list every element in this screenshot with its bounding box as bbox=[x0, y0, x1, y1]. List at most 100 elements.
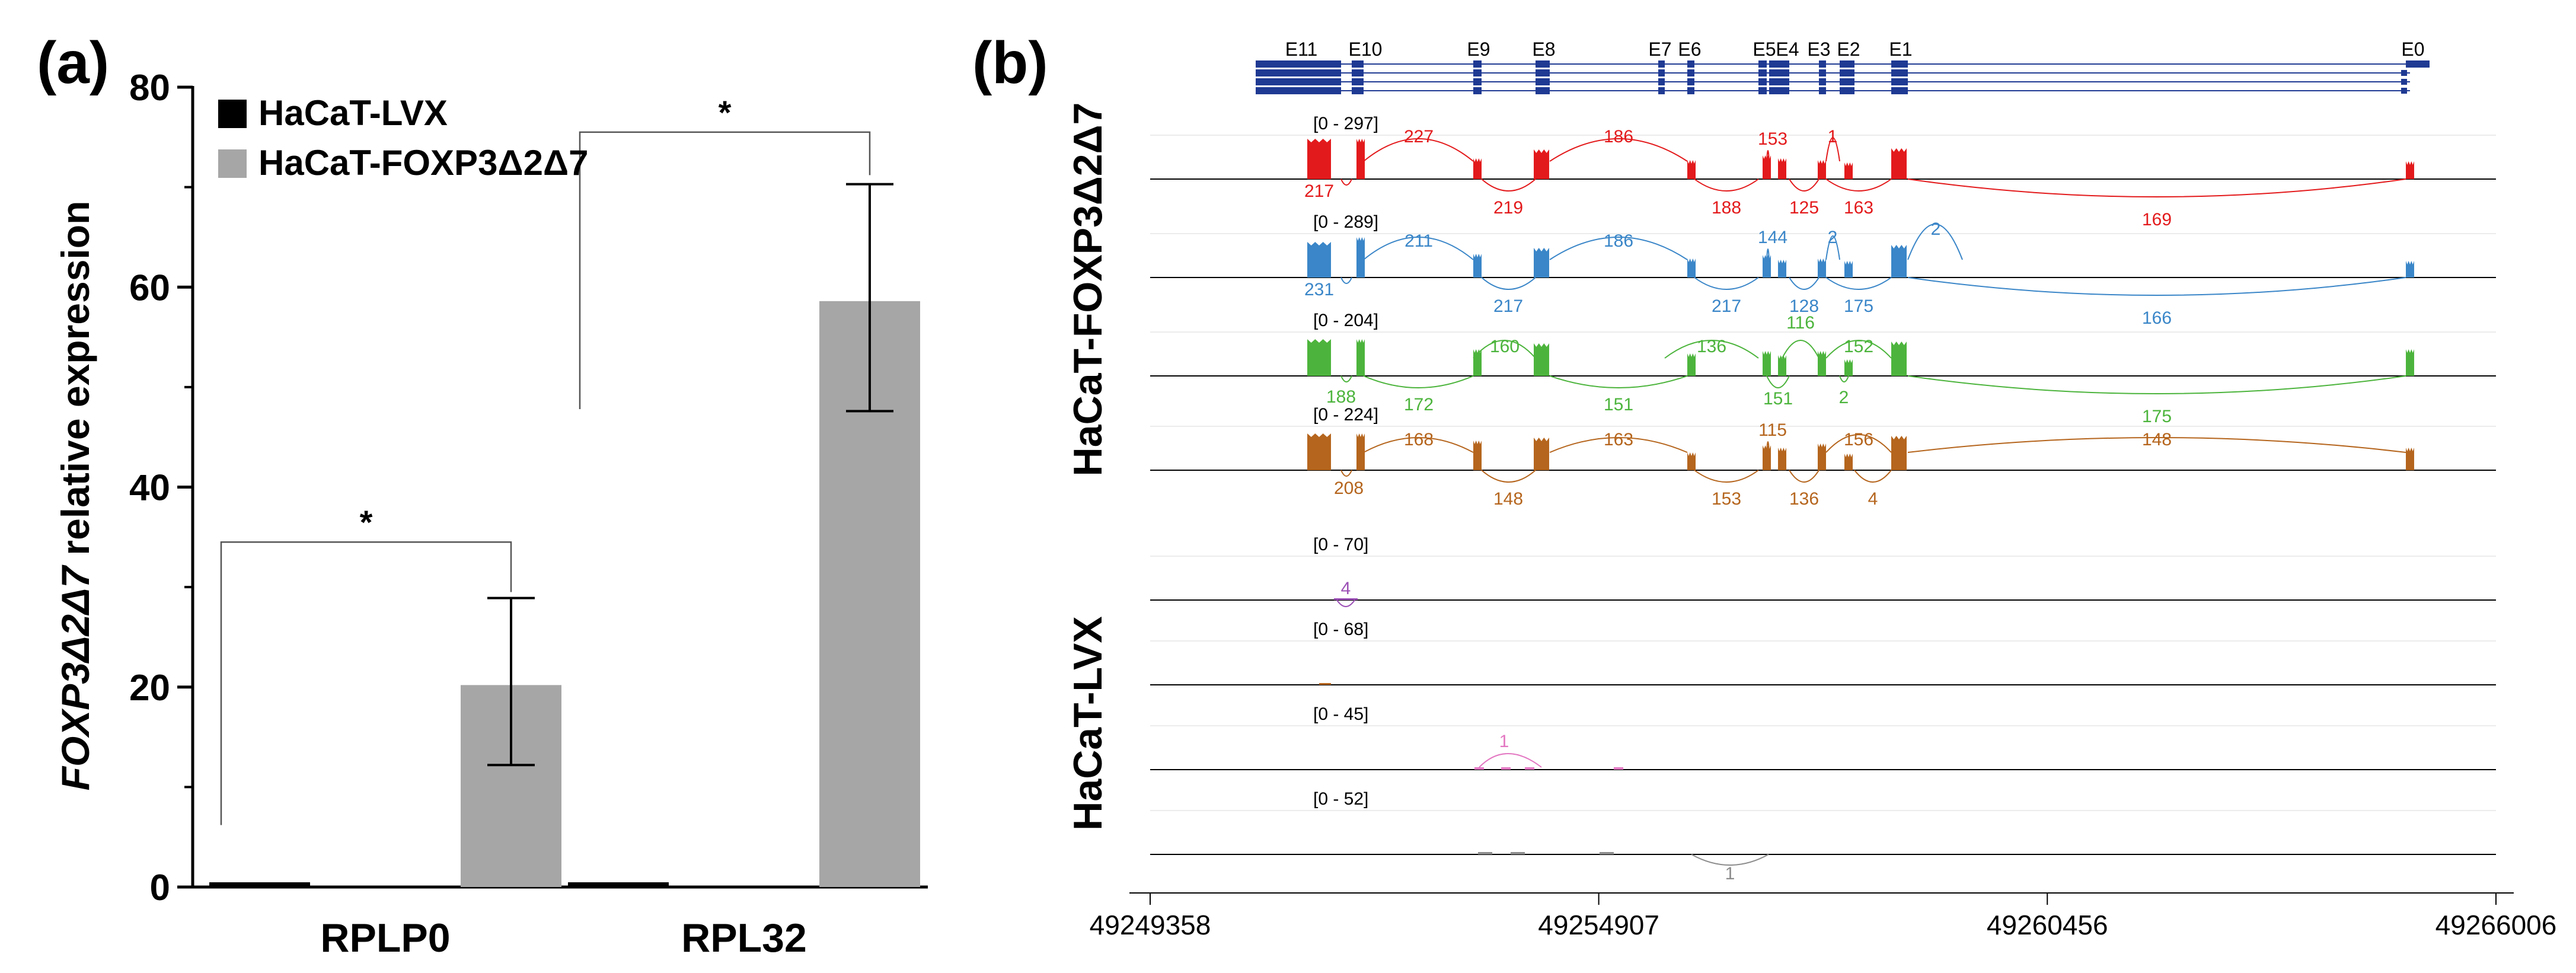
exon-block bbox=[1658, 87, 1665, 94]
legend-swatch bbox=[218, 149, 247, 178]
coverage-peak bbox=[1600, 852, 1614, 854]
legend-label: HaCaT-LVX bbox=[258, 93, 448, 133]
track-range-label: [0 - 70] bbox=[1313, 535, 1368, 554]
exon-label: E5 bbox=[1753, 39, 1776, 60]
junction-count-label: 115 bbox=[1758, 420, 1787, 440]
exon-block bbox=[1256, 60, 1341, 68]
coverage-peak bbox=[1473, 441, 1482, 470]
coverage-peak bbox=[1356, 237, 1365, 277]
coverage-peak bbox=[1478, 852, 1492, 854]
group-label-lvx: HaCaT-LVX bbox=[1065, 616, 1110, 830]
junction-count-label: 219 bbox=[1493, 198, 1523, 218]
exon-label: E10 bbox=[1349, 39, 1383, 60]
coverage-peak bbox=[1687, 160, 1696, 179]
exon-block bbox=[1473, 78, 1482, 85]
exon-block bbox=[1352, 78, 1364, 85]
junction-count-label: 227 bbox=[1404, 127, 1434, 146]
exon-block bbox=[2406, 60, 2430, 68]
coverage-peak bbox=[1534, 248, 1549, 277]
junction-arc-below bbox=[1340, 178, 1352, 186]
junction-arc-below bbox=[1789, 277, 1820, 290]
junction-count-label: 1 bbox=[1828, 127, 1838, 146]
junction-count-label: 217 bbox=[1304, 181, 1334, 201]
coverage-peak bbox=[1687, 452, 1696, 470]
sashimi-track: [0 - 224] 168 163 115 156 148 208 148 153 136 4 bbox=[1150, 405, 2496, 509]
coverage-peak bbox=[1818, 160, 1826, 179]
exon-block bbox=[1658, 60, 1665, 68]
gene-model: E11 E10 E9 E8 E7 E6 E5 E4 E3 E2 E1 E0 bbox=[1256, 39, 2430, 94]
junction-count-label: 163 bbox=[1844, 198, 1873, 218]
junction-arc-above bbox=[1479, 753, 1542, 768]
significance-star: * bbox=[719, 94, 732, 131]
coverage-peak bbox=[1891, 436, 1907, 470]
junction-count-label: 2 bbox=[1839, 388, 1849, 407]
sashimi-track: [0 - 52] 1 bbox=[1150, 789, 2496, 883]
junction-arc-above bbox=[1907, 437, 2406, 453]
coverage-peak bbox=[1534, 149, 1549, 179]
exon-label: E2 bbox=[1837, 39, 1860, 60]
coverage-peak bbox=[1818, 259, 1826, 277]
x-category-label: RPLP0 bbox=[320, 915, 450, 961]
junction-count-label: 175 bbox=[1844, 296, 1873, 316]
junction-count-label: 148 bbox=[2142, 430, 2172, 449]
track-range-label: [0 - 68] bbox=[1313, 620, 1368, 639]
junction-count-label: 208 bbox=[1334, 478, 1364, 498]
y-tick-label: 60 bbox=[129, 267, 170, 308]
panel-a-label: (a) bbox=[37, 30, 109, 96]
exon-block bbox=[1536, 78, 1550, 85]
exon-block bbox=[1256, 78, 1341, 85]
coverage-peak bbox=[1334, 598, 1358, 600]
coverage-peak bbox=[1891, 342, 1907, 376]
exon-block bbox=[1473, 69, 1482, 76]
coord-tick-label: 49266006 bbox=[2435, 910, 2557, 940]
exon-block bbox=[2401, 88, 2407, 94]
exon-block bbox=[1769, 69, 1789, 76]
genomic-coordinate-axis: 49249358 49254907 49260456 49266006 bbox=[1090, 892, 2557, 940]
junction-count-label: 144 bbox=[1758, 228, 1787, 247]
junction-arc-below bbox=[1907, 375, 2406, 394]
exon-block bbox=[1819, 60, 1826, 68]
coverage-peak bbox=[1356, 339, 1365, 376]
junction-arc-below bbox=[1481, 277, 1536, 290]
exon-label: E11 bbox=[1285, 39, 1318, 60]
exon-block bbox=[1891, 78, 1908, 85]
exon-block bbox=[1687, 60, 1694, 68]
coverage-peak bbox=[1356, 433, 1365, 470]
junction-arc-above bbox=[1766, 248, 1770, 260]
significance-brackets: ** bbox=[220, 94, 871, 825]
junction-count-label: 211 bbox=[1404, 231, 1433, 251]
junction-arc-above bbox=[1766, 441, 1770, 453]
exon-block bbox=[1256, 87, 1341, 94]
junction-count-label: 168 bbox=[1404, 430, 1434, 449]
junction-count-label: 2 bbox=[1828, 228, 1838, 247]
exon-label: E4 bbox=[1776, 39, 1799, 60]
junction-count-label: 175 bbox=[2142, 407, 2172, 426]
y-tick-label: 80 bbox=[129, 68, 170, 109]
junction-count-label: 169 bbox=[2142, 210, 2172, 229]
junction-count-label: 148 bbox=[1493, 489, 1523, 509]
junction-arc-above bbox=[1549, 138, 1688, 162]
track-range-label: [0 - 297] bbox=[1313, 114, 1378, 133]
junction-arc-below bbox=[1907, 178, 2406, 197]
bar-chart-bars bbox=[209, 183, 920, 887]
track-range-label: [0 - 289] bbox=[1313, 212, 1378, 232]
sashimi-track: [0 - 45] 1 bbox=[1150, 704, 2496, 770]
coverage-peak bbox=[1778, 355, 1786, 376]
junction-arc-above bbox=[1782, 340, 1820, 359]
y-axis-label: FOXP3Δ2Δ7 relative expression bbox=[53, 201, 97, 791]
coverage-peak bbox=[2406, 349, 2414, 376]
sashimi-track: [0 - 204] 160 136 116 152 188 172 151 151 2 175 bbox=[1150, 311, 2496, 426]
coverage-peak bbox=[1763, 255, 1771, 277]
exon-block bbox=[1658, 78, 1665, 85]
exon-block bbox=[1840, 87, 1854, 94]
exon-block bbox=[1687, 87, 1694, 94]
junction-arc-below bbox=[1825, 277, 1892, 290]
junction-arc-above bbox=[1907, 224, 1963, 260]
junction-arc-below bbox=[1340, 277, 1352, 284]
junction-count-label: 188 bbox=[1326, 387, 1356, 407]
exon-block bbox=[1840, 78, 1854, 85]
coverage-peak bbox=[1307, 339, 1331, 376]
junction-count-label: 160 bbox=[1490, 337, 1520, 356]
junction-arc-above bbox=[1825, 340, 1892, 359]
exon-label: E1 bbox=[1889, 39, 1912, 60]
